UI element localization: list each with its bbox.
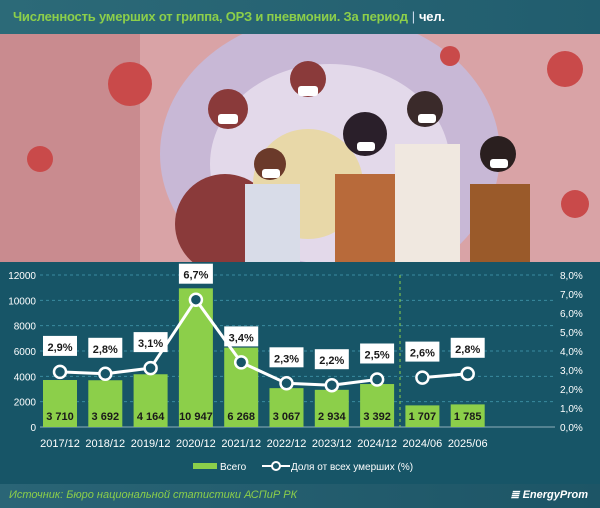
line-label-box [224,326,259,347]
energyprom-logo: ≣ EnergyProm [510,489,588,501]
bar [88,380,123,427]
line-point [143,360,158,376]
share-line [422,372,468,380]
line-label-box [360,343,395,364]
bar [178,288,213,427]
line-point [460,366,475,382]
line-label-box [314,349,349,370]
line-point [369,372,385,387]
bar-value-label: 10 947 [179,411,213,423]
bar-value-label: 2 934 [318,411,346,423]
left-tick-label: 8000 [14,322,37,333]
line-point [324,377,340,393]
line-point [52,364,68,380]
left-tick-label: 4000 [14,372,37,383]
line-value-label: 2,9% [47,342,72,354]
x-tick-label: 2020/12 [176,438,216,450]
bar [269,388,304,427]
left-tick-label: 6000 [14,347,37,358]
line-label-box [450,337,485,358]
share-line [59,297,378,387]
line-value-label: 2,8% [455,344,480,356]
footer: Источник: Бюро национальной статистики А… [0,484,600,508]
illustration-people-masks [0,34,600,262]
legend-bar-label: Всего [220,462,247,473]
line-value-label: 3,4% [229,332,254,344]
line-value-label: 6,7% [183,270,208,282]
right-tick-label: 1,0% [560,404,583,415]
bar-value-label: 1 707 [409,411,437,423]
bar-value-label: 3 710 [46,411,74,423]
x-tick-label: 2017/12 [40,438,80,450]
right-tick-label: 3,0% [560,366,583,377]
x-tick-label: 2025/06 [448,438,488,450]
x-tick-label: 2023/12 [312,438,352,450]
right-tick-label: 5,0% [560,328,583,339]
bar [43,380,77,427]
line-point [188,292,204,307]
left-tick-label: 2000 [14,398,37,409]
chart-title: Численность умерших от гриппа, ОРЗ и пне… [13,9,445,24]
legend-line-marker [271,461,281,471]
line-point [279,376,294,391]
bar-value-label: 3 692 [92,411,120,423]
logo-text: EnergyProm [522,489,588,501]
line-value-label: 2,8% [93,344,118,356]
right-tick-label: 2,0% [560,385,583,396]
legend-bar-swatch [193,463,217,469]
left-tick-label: 0 [30,423,36,434]
bar [405,405,440,427]
bar [360,384,395,427]
line-label-box [405,341,440,362]
bar-value-label: 3 392 [363,411,391,423]
line-point [233,355,249,370]
bar-value-label: 6 268 [227,411,255,423]
line-point [415,370,430,385]
right-tick-label: 4,0% [560,347,583,358]
unit-label: чел. [418,9,445,24]
left-tick-label: 10000 [8,296,36,307]
x-tick-label: 2022/12 [267,438,307,450]
x-tick-label: 2018/12 [85,438,125,450]
bar-value-label: 4 164 [137,411,165,423]
header: Численность умерших от гриппа, ОРЗ и пне… [0,0,600,34]
line-value-label: 2,3% [274,353,299,365]
right-tick-label: 8,0% [560,271,583,282]
bar-value-label: 3 067 [273,411,301,423]
x-tick-label: 2019/12 [131,438,171,450]
title-separator: | [411,9,415,24]
x-tick-label: 2021/12 [221,438,261,450]
line-label-box [133,332,168,353]
right-tick-label: 7,0% [560,290,583,301]
chart: 0 2000 4000 6000 8000 10000 12000 0,0% 1,0% 2,0% 3… [8,263,583,473]
line-label-box [43,335,77,356]
title-text: Численность умерших от гриппа, ОРЗ и пне… [13,9,408,24]
line-point [98,366,113,382]
right-tick-label: 0,0% [560,423,583,434]
x-tick-label: 2024/06 [403,438,443,450]
line-value-label: 2,5% [365,350,390,362]
source-note: Источник: Бюро национальной статистики А… [9,489,298,501]
x-tick-label: 2024/12 [357,438,397,450]
line-value-label: 3,1% [138,338,163,350]
right-tick-label: 6,0% [560,309,583,320]
bar [133,374,168,427]
line-value-label: 2,2% [319,355,344,367]
line-label-box [269,347,304,368]
line-label-box [88,337,123,358]
virus-icon [27,46,589,218]
bar [450,404,485,427]
bar [314,389,349,427]
left-tick-label: 12000 [8,271,36,282]
bar-value-label: 1 785 [454,411,482,423]
line-value-label: 2,6% [410,348,435,360]
line-label-box [178,263,213,284]
legend-line-label: Доля от всех умерших (%) [291,462,413,473]
